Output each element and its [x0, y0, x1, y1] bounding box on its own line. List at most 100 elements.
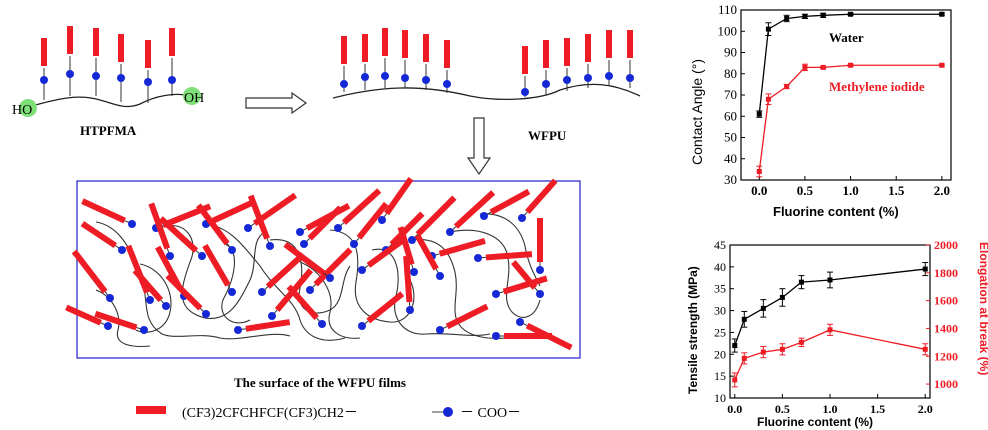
fluoro-side-chain — [358, 291, 405, 330]
fluoro-side-chain — [536, 218, 544, 274]
coo-dot-icon — [536, 266, 544, 274]
film-backbone-chain — [409, 238, 521, 339]
coo-dot-icon — [401, 74, 409, 82]
fluoro-side-chain — [446, 190, 496, 236]
surface-caption: The surface of the WFPU films — [234, 375, 406, 390]
y-tick-label: 110 — [718, 2, 737, 17]
fluoro-side-chain — [436, 303, 489, 334]
fluoro-side-chain — [300, 205, 343, 248]
data-point — [938, 62, 945, 68]
data-point — [798, 275, 805, 290]
data-point — [731, 338, 738, 353]
data-point — [801, 63, 808, 72]
contact-angle-chart: 0.0 0.5 1.0 1.5 2.0 30 40 50 60 70 80 90 100 110 Fluo… — [689, 2, 952, 219]
htpfma-molecule — [31, 26, 191, 108]
hydroxyl-right-icon — [183, 87, 201, 105]
data-point — [765, 93, 772, 106]
coo-dot-icon — [474, 254, 482, 262]
fluoro-chain-legend-icon — [136, 406, 166, 414]
chart2-ylabel: Tensile strength (MPa) — [686, 266, 700, 394]
fluoro-side-chain — [414, 233, 444, 280]
coo-dot-icon — [443, 80, 451, 88]
fluoro-side-chain — [165, 273, 210, 318]
oh-label: OH — [184, 91, 204, 106]
data-point — [922, 261, 929, 277]
x-tick-label: 2.0 — [934, 183, 950, 198]
coo-dot-icon — [492, 290, 500, 298]
coo-dot-icon — [563, 76, 571, 84]
fluoro-side-chain — [92, 28, 100, 96]
y-tick-label: 90 — [724, 45, 737, 60]
fluoro-side-chain — [334, 188, 382, 232]
coo-dot-icon — [408, 236, 416, 244]
x-tick-label: 0.0 — [727, 402, 742, 416]
fluoro-side-chain — [286, 284, 326, 328]
y-tick-label: 25 — [714, 325, 726, 339]
coo-dot-icon — [144, 78, 152, 86]
fluoro-side-chain — [94, 310, 148, 334]
y-tick-label: 15 — [714, 369, 726, 383]
fluoro-side-chain — [202, 244, 236, 296]
coo-dot-icon — [626, 74, 634, 82]
coo-dot-icon — [300, 240, 308, 248]
film-backbone-chain — [135, 263, 172, 333]
hydroxyl-left-icon — [19, 99, 37, 117]
y-tick-label: 30 — [724, 172, 737, 187]
fluoro-side-chain — [350, 201, 389, 248]
coo-dot-icon — [358, 266, 366, 274]
y2-tick-label: 1400 — [934, 321, 958, 335]
fluoro-side-chain — [542, 40, 550, 95]
x-tick-label: 1.5 — [888, 183, 905, 198]
wfpu-backbone — [332, 83, 641, 101]
film-backbone-chain — [479, 213, 541, 287]
y-tick-label: 45 — [714, 238, 726, 252]
legend-methylene-iodide: Methylene iodide — [829, 79, 925, 94]
coo-dot-icon — [92, 72, 100, 80]
fluoro-side-chain — [474, 251, 533, 262]
film-backbone-chain — [449, 229, 541, 318]
ho-label: HO — [12, 103, 32, 118]
coo-dot-icon — [168, 76, 176, 84]
data-point — [827, 271, 833, 289]
fluoro-side-chain — [40, 38, 48, 100]
coo-dot-icon — [378, 216, 386, 224]
data-point — [779, 343, 786, 356]
y-tick-label: 50 — [724, 130, 737, 145]
fluoro-side-chain — [258, 252, 306, 296]
y2-tick-label: 1000 — [934, 377, 958, 391]
coo-dot-icon — [106, 294, 114, 302]
x-tick-label: 0.5 — [775, 402, 790, 416]
coo-dot-icon — [381, 72, 389, 80]
chart1-xlabel: Fluorine content (%) — [773, 204, 899, 219]
coo-dot-icon — [266, 242, 274, 250]
fluoro-side-chain — [378, 176, 414, 224]
x-tick-label: 0.5 — [797, 183, 814, 198]
chart2-plot-frame — [729, 244, 931, 399]
coo-dot-icon — [117, 74, 125, 82]
film-backbone-chain — [159, 225, 266, 319]
data-point — [765, 22, 772, 36]
x-tick-label: 2.0 — [918, 402, 933, 416]
coo-legend-icon — [432, 407, 453, 417]
wfpu-molecule — [332, 28, 641, 101]
y-tick-label: 80 — [724, 66, 737, 81]
data-point — [783, 83, 790, 90]
fluoro-side-chain — [195, 203, 236, 254]
down-arrow-icon — [466, 117, 492, 176]
coo-dot-icon — [268, 312, 276, 320]
coo-dot-icon — [228, 288, 236, 296]
y-tick-label: 35 — [714, 282, 726, 296]
data-point — [938, 11, 945, 17]
fluoro-side-chain — [168, 28, 176, 96]
coo-dot-icon — [318, 320, 326, 328]
coo-dot-icon — [521, 88, 529, 96]
data-point — [741, 310, 748, 328]
data-point — [731, 372, 738, 388]
fluoro-side-chain — [66, 26, 74, 96]
fluoro-side-chain — [563, 38, 571, 91]
x-tick-label: 1.0 — [842, 183, 858, 198]
mechanical-chart: 0.0 0.5 1.0 1.5 2.0 10 15 20 25 30 35 40 45 1000 1200 1… — [686, 238, 988, 429]
fluoro-side-chain — [340, 36, 348, 92]
fluoro-side-chain — [403, 255, 414, 314]
y-tick-label: 70 — [724, 87, 737, 102]
